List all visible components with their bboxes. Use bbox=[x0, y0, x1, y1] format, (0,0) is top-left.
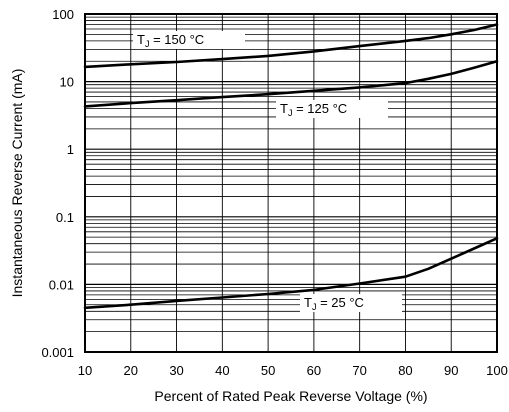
y-tick-label: 10 bbox=[60, 75, 74, 90]
grid bbox=[85, 14, 497, 352]
x-tick-label: 60 bbox=[307, 363, 321, 378]
curve-labels: TJ = 150 °C TJ = 125 °C TJ = 25 °C bbox=[133, 31, 402, 312]
x-tick-label: 100 bbox=[486, 363, 508, 378]
y-axis-title: Instantaneous Reverse Current (mA) bbox=[9, 69, 25, 298]
y-tick-label: 0.001 bbox=[41, 345, 74, 360]
series-line-1 bbox=[83, 59, 499, 108]
x-tick-label: 70 bbox=[352, 363, 366, 378]
x-tick-label: 30 bbox=[169, 363, 183, 378]
tick-labels: 10 20 30 40 50 60 70 80 90 100 0.001 0.01 0.1 1 10 100 bbox=[41, 7, 507, 378]
x-tick-label: 10 bbox=[78, 363, 92, 378]
series-label-box-1 bbox=[276, 100, 388, 118]
y-tick-label: 1 bbox=[67, 142, 74, 157]
x-tick-label: 50 bbox=[261, 363, 275, 378]
x-tick-label: 20 bbox=[124, 363, 138, 378]
plot-frame bbox=[84, 13, 498, 353]
series-label-2: TJ = 25 °C bbox=[304, 295, 364, 312]
x-tick-label: 80 bbox=[398, 363, 412, 378]
series-label-box-2 bbox=[300, 294, 402, 312]
series-label-0: TJ = 150 °C bbox=[137, 32, 204, 49]
y-tick-label: 0.01 bbox=[49, 277, 74, 292]
x-tick-label: 40 bbox=[215, 363, 229, 378]
series-label-1: TJ = 125 °C bbox=[280, 101, 347, 118]
y-tick-label: 0.1 bbox=[56, 210, 74, 225]
series-label-box-0 bbox=[133, 31, 245, 49]
series-line-0 bbox=[83, 23, 499, 69]
y-tick-label: 100 bbox=[52, 7, 74, 22]
x-axis-title: Percent of Rated Peak Reverse Voltage (%… bbox=[154, 388, 427, 404]
x-tick-label: 90 bbox=[444, 363, 458, 378]
curves bbox=[83, 23, 499, 310]
series-line-2 bbox=[83, 237, 499, 310]
